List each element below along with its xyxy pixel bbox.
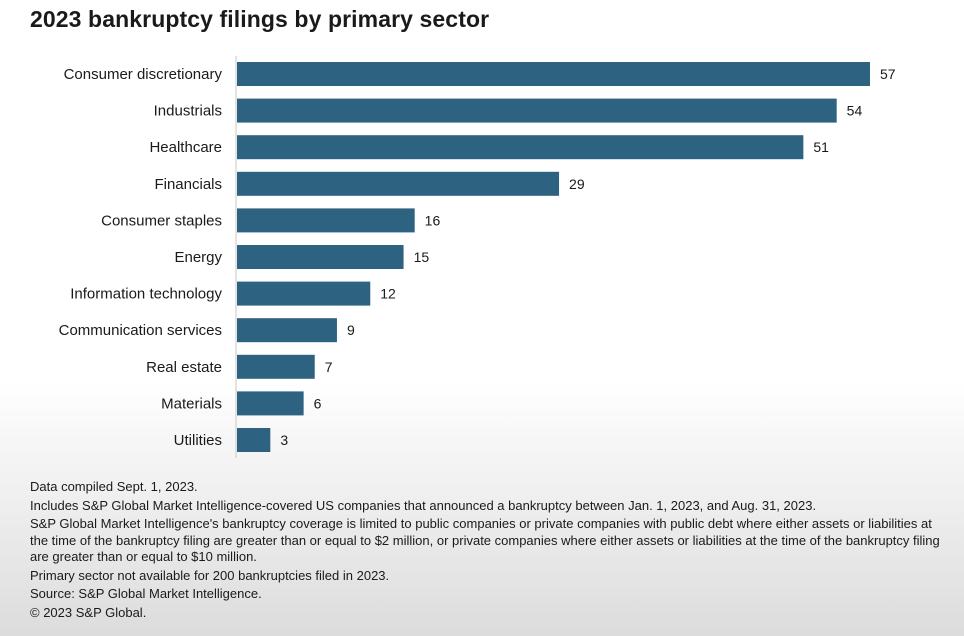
value-label: 16 [425,212,441,228]
category-label: Communication services [59,322,222,339]
category-label: Industrials [154,103,222,120]
category-label: Materials [161,395,222,412]
bar-healthcare [237,135,804,160]
category-label: Information technology [70,286,222,303]
value-label: 51 [813,139,829,155]
category-label: Financials [154,176,222,193]
category-label: Consumer discretionary [64,66,223,83]
bar-information-technology [237,281,371,306]
value-label: 3 [280,432,288,448]
bar-energy [237,245,404,269]
note-source: Source: S&P Global Market Intelligence. [30,586,262,601]
bar-financials [237,171,560,196]
note-data-compiled: Data compiled Sept. 1, 2023. [30,479,198,494]
value-label: 9 [347,322,355,338]
category-label: Consumer staples [101,212,222,229]
bar-real-estate [237,354,315,379]
category-label: Real estate [146,359,222,376]
value-label: 12 [380,286,396,302]
category-label: Utilities [174,432,222,449]
value-label: 15 [414,249,430,265]
value-label: 57 [880,66,896,82]
chart-title: 2023 bankruptcy filings by primary secto… [30,6,490,32]
note-coverage-limits: S&P Global Market Intelligence's bankrup… [30,516,940,564]
bar-consumer-discretionary [237,62,870,86]
footnotes: Data compiled Sept. 1, 2023. Includes S&… [30,479,950,623]
bar-consumer-staples [237,208,415,233]
note-coverage-scope: Includes S&P Global Market Intelligence-… [30,497,817,513]
note-copyright: © 2023 S&P Global. [30,604,147,620]
note-sector-unavailable: Primary sector not available for 200 ban… [30,567,390,583]
category-label: Healthcare [149,139,222,156]
category-label: Energy [174,249,222,266]
value-label: 6 [314,395,322,411]
value-label: 7 [325,359,333,375]
bar-materials [237,391,304,416]
bar-chart: Consumer discretionary 57 Industrials 54 Hea… [59,56,896,458]
bar-industrials [237,98,837,123]
value-label: 54 [847,103,863,119]
value-label: 29 [569,176,585,192]
bar-communication-services [237,318,337,343]
bars-group: Consumer discretionary 57 Industrials 54 Hea… [59,62,896,452]
bar-utilities [237,428,271,452]
